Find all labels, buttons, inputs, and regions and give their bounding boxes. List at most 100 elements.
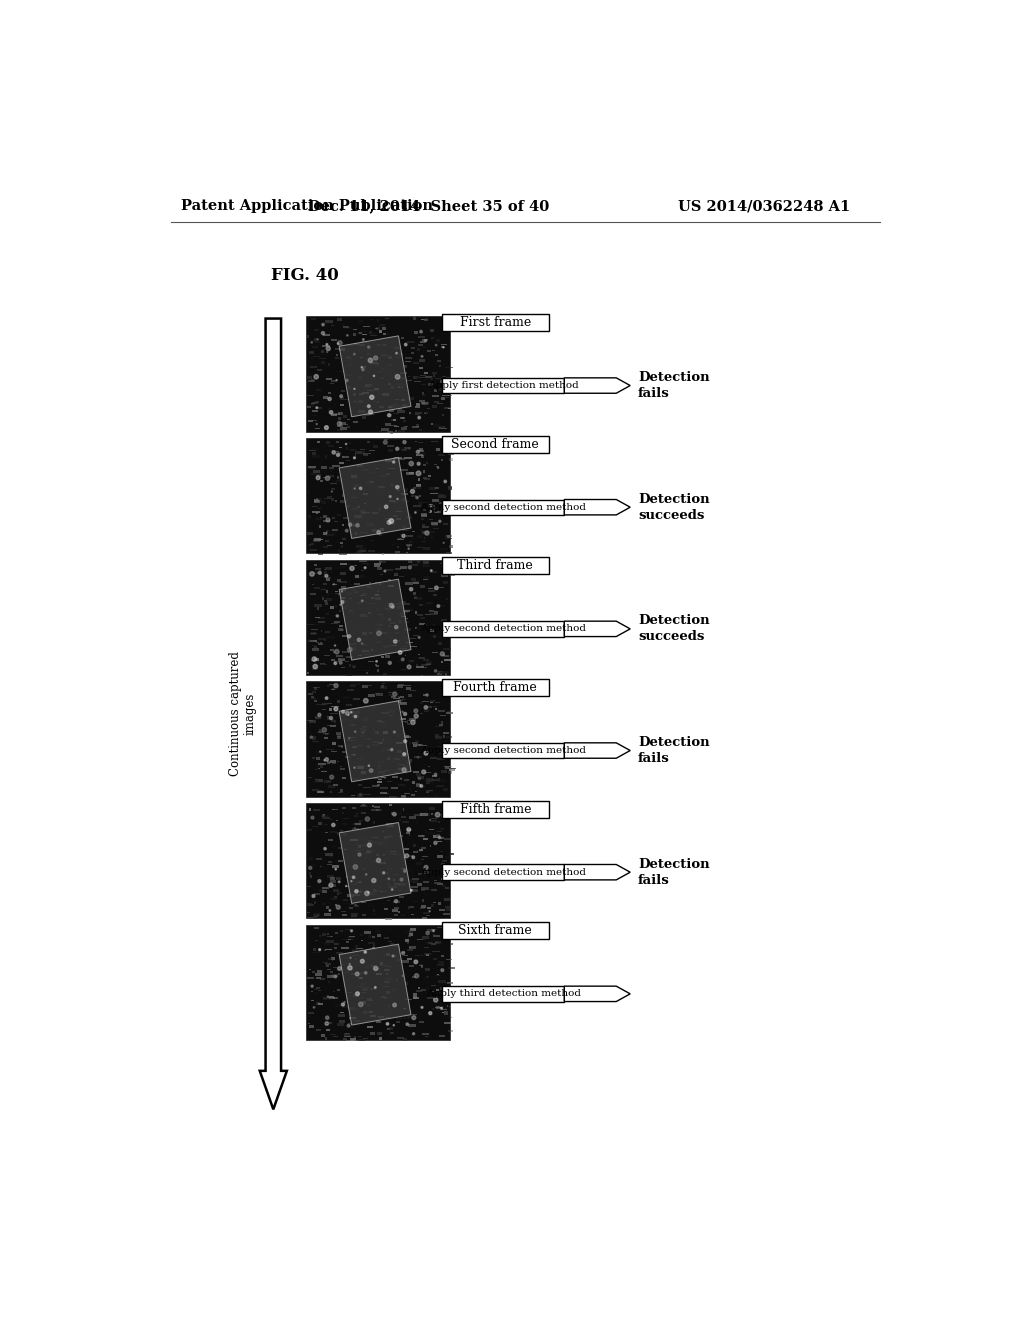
Bar	[376, 809, 382, 810]
Bar	[417, 486, 421, 488]
Bar	[349, 880, 351, 883]
Bar	[434, 702, 440, 704]
Bar	[306, 438, 450, 553]
Bar	[392, 640, 400, 642]
Bar	[340, 1011, 344, 1014]
Bar	[422, 899, 424, 902]
Bar	[444, 1022, 452, 1024]
Bar	[375, 931, 381, 933]
Bar	[326, 940, 334, 942]
Bar	[332, 516, 335, 519]
Bar	[398, 890, 401, 891]
Bar	[353, 994, 358, 997]
Bar	[387, 748, 392, 751]
Bar	[447, 454, 454, 455]
Bar	[424, 412, 428, 414]
Bar	[360, 940, 362, 941]
Bar	[361, 512, 367, 515]
Bar	[387, 430, 391, 433]
Bar	[446, 737, 452, 738]
Bar	[341, 342, 344, 345]
Circle shape	[395, 447, 398, 450]
Bar	[445, 887, 450, 888]
Bar	[384, 908, 388, 911]
Circle shape	[325, 574, 328, 577]
Circle shape	[440, 1007, 442, 1010]
Circle shape	[403, 870, 407, 873]
Bar	[436, 673, 441, 676]
Bar	[442, 581, 449, 583]
Bar	[446, 711, 453, 714]
Bar	[308, 1012, 314, 1014]
Circle shape	[418, 416, 421, 418]
Bar	[361, 685, 369, 688]
Circle shape	[314, 375, 318, 379]
Bar	[348, 363, 351, 366]
Bar	[324, 913, 331, 916]
Bar	[323, 998, 330, 999]
Bar	[308, 871, 310, 875]
Circle shape	[407, 828, 411, 832]
Bar	[318, 731, 323, 733]
Circle shape	[402, 441, 407, 444]
Bar	[416, 424, 419, 428]
Bar	[361, 342, 369, 343]
Bar	[442, 865, 564, 880]
Bar	[394, 347, 400, 348]
Bar	[409, 935, 411, 937]
Bar	[378, 1016, 384, 1018]
Bar	[359, 727, 364, 730]
Circle shape	[354, 890, 358, 892]
Circle shape	[430, 570, 432, 572]
Bar	[381, 656, 384, 659]
Bar	[316, 368, 322, 371]
Bar	[337, 318, 342, 321]
Bar	[377, 363, 379, 366]
Bar	[311, 696, 314, 697]
Bar	[324, 334, 331, 337]
Bar	[366, 851, 370, 854]
Bar	[380, 721, 385, 723]
Bar	[318, 763, 326, 766]
Bar	[398, 768, 404, 770]
Bar	[402, 950, 406, 953]
Circle shape	[395, 375, 400, 379]
Bar	[404, 721, 408, 723]
Circle shape	[312, 657, 316, 661]
Circle shape	[401, 952, 404, 954]
Circle shape	[412, 1015, 416, 1019]
Bar	[335, 593, 342, 594]
Circle shape	[374, 356, 378, 360]
Bar	[332, 688, 335, 690]
Bar	[384, 858, 386, 861]
Bar	[441, 861, 446, 862]
Bar	[377, 477, 382, 478]
Bar	[420, 529, 422, 531]
Bar	[423, 694, 426, 696]
Bar	[308, 515, 310, 517]
Bar	[333, 998, 338, 999]
Bar	[351, 723, 355, 726]
Circle shape	[426, 932, 429, 935]
Bar	[400, 612, 403, 615]
Bar	[383, 673, 387, 676]
Bar	[357, 972, 364, 974]
Bar	[425, 968, 430, 972]
Bar	[368, 549, 375, 552]
Bar	[375, 594, 379, 597]
Bar	[346, 875, 348, 878]
Bar	[364, 787, 371, 788]
Bar	[308, 640, 313, 643]
Bar	[388, 710, 395, 713]
Bar	[330, 818, 332, 821]
Bar	[389, 414, 392, 417]
Circle shape	[434, 669, 437, 672]
Bar	[313, 915, 319, 917]
Bar	[349, 796, 355, 799]
Circle shape	[393, 1003, 396, 1007]
Bar	[423, 939, 426, 940]
Bar	[386, 953, 390, 956]
Bar	[348, 939, 354, 940]
Bar	[313, 329, 319, 331]
Bar	[351, 508, 357, 510]
